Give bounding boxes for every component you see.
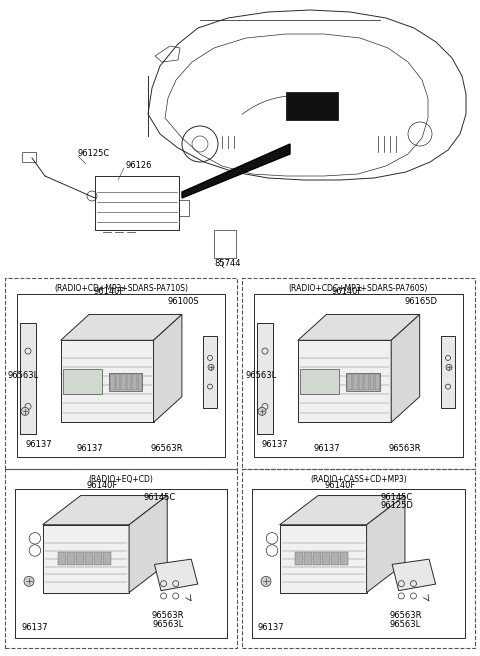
Bar bbox=[295, 552, 303, 565]
Bar bbox=[15, 489, 227, 638]
Bar bbox=[370, 374, 374, 390]
Text: 85744: 85744 bbox=[214, 260, 240, 268]
Bar bbox=[242, 469, 475, 648]
Text: 96165D: 96165D bbox=[405, 298, 438, 306]
Text: 96137: 96137 bbox=[76, 444, 103, 453]
Text: 96140F: 96140F bbox=[324, 480, 356, 489]
Bar bbox=[313, 552, 321, 565]
Bar bbox=[132, 374, 137, 390]
Bar bbox=[110, 374, 115, 390]
Bar bbox=[348, 374, 352, 390]
Text: (RADIO+CASS+CD+MP3): (RADIO+CASS+CD+MP3) bbox=[310, 475, 407, 484]
Text: 96137: 96137 bbox=[258, 623, 285, 632]
Text: 96137: 96137 bbox=[25, 440, 52, 449]
Polygon shape bbox=[154, 314, 182, 422]
Bar bbox=[257, 323, 273, 434]
Bar bbox=[214, 230, 236, 258]
Bar bbox=[179, 200, 189, 216]
Bar bbox=[43, 525, 129, 592]
Text: (RADIO+CD+MP3+SDARS-PA710S): (RADIO+CD+MP3+SDARS-PA710S) bbox=[54, 284, 188, 293]
Bar bbox=[441, 337, 455, 408]
Text: (RADIO+EQ+CD): (RADIO+EQ+CD) bbox=[89, 475, 154, 484]
Circle shape bbox=[446, 364, 452, 371]
Text: 96137: 96137 bbox=[21, 623, 48, 632]
Text: 96563L: 96563L bbox=[390, 620, 421, 629]
Bar bbox=[109, 373, 143, 391]
Circle shape bbox=[261, 577, 271, 586]
Bar bbox=[121, 374, 126, 390]
Bar bbox=[127, 374, 131, 390]
Circle shape bbox=[21, 407, 29, 415]
Text: 96140F: 96140F bbox=[87, 480, 118, 489]
Bar bbox=[331, 552, 339, 565]
Bar bbox=[85, 552, 93, 565]
Bar bbox=[138, 374, 143, 390]
Text: 96563L: 96563L bbox=[245, 371, 276, 380]
Bar bbox=[286, 92, 338, 120]
Polygon shape bbox=[129, 495, 167, 592]
Bar bbox=[67, 552, 75, 565]
Circle shape bbox=[208, 364, 214, 371]
Text: 96126: 96126 bbox=[125, 161, 152, 171]
Bar bbox=[322, 552, 330, 565]
Bar bbox=[22, 152, 36, 162]
Bar bbox=[58, 552, 66, 565]
Polygon shape bbox=[43, 495, 167, 525]
Bar bbox=[300, 369, 339, 394]
Bar bbox=[63, 369, 102, 394]
Text: 96145C: 96145C bbox=[381, 493, 413, 501]
Text: 96140F: 96140F bbox=[94, 287, 125, 297]
Text: 96563R: 96563R bbox=[388, 444, 421, 453]
Text: 96563L: 96563L bbox=[8, 371, 39, 380]
Bar bbox=[340, 552, 348, 565]
Bar bbox=[103, 552, 111, 565]
Circle shape bbox=[24, 577, 34, 586]
Text: 96563R: 96563R bbox=[389, 611, 421, 620]
Bar bbox=[94, 552, 102, 565]
Polygon shape bbox=[182, 144, 290, 198]
Bar bbox=[364, 374, 369, 390]
Polygon shape bbox=[298, 314, 420, 340]
Text: 96137: 96137 bbox=[262, 440, 288, 449]
Polygon shape bbox=[391, 314, 420, 422]
Bar bbox=[76, 552, 84, 565]
Text: 96137: 96137 bbox=[314, 444, 340, 453]
Bar bbox=[304, 552, 312, 565]
Bar bbox=[375, 374, 380, 390]
Bar bbox=[353, 374, 358, 390]
Bar bbox=[298, 340, 391, 422]
Bar bbox=[347, 373, 380, 391]
Bar bbox=[254, 294, 463, 457]
Text: (RADIO+CDC+MP3+SDARS-PA760S): (RADIO+CDC+MP3+SDARS-PA760S) bbox=[289, 284, 428, 293]
Text: 96563R: 96563R bbox=[151, 611, 184, 620]
Bar bbox=[116, 374, 120, 390]
Bar bbox=[60, 340, 154, 422]
Text: 96563R: 96563R bbox=[151, 444, 183, 453]
Bar bbox=[95, 176, 179, 230]
Bar bbox=[280, 525, 367, 592]
Bar bbox=[17, 294, 225, 457]
Polygon shape bbox=[280, 495, 405, 525]
Circle shape bbox=[258, 407, 266, 415]
Bar bbox=[252, 489, 465, 638]
Bar bbox=[203, 337, 217, 408]
Text: 96125D: 96125D bbox=[381, 501, 413, 510]
Polygon shape bbox=[367, 495, 405, 592]
Polygon shape bbox=[60, 314, 182, 340]
Bar bbox=[242, 278, 475, 469]
Bar bbox=[20, 323, 36, 434]
Text: 96100S: 96100S bbox=[168, 298, 199, 306]
Polygon shape bbox=[155, 559, 198, 590]
Text: 96140F: 96140F bbox=[331, 287, 362, 297]
Bar bbox=[359, 374, 363, 390]
Polygon shape bbox=[392, 559, 436, 590]
Bar bbox=[5, 469, 237, 648]
Text: 96145C: 96145C bbox=[143, 493, 175, 501]
Text: 96563L: 96563L bbox=[152, 620, 183, 629]
Bar bbox=[5, 278, 237, 469]
Text: 96125C: 96125C bbox=[78, 150, 110, 159]
